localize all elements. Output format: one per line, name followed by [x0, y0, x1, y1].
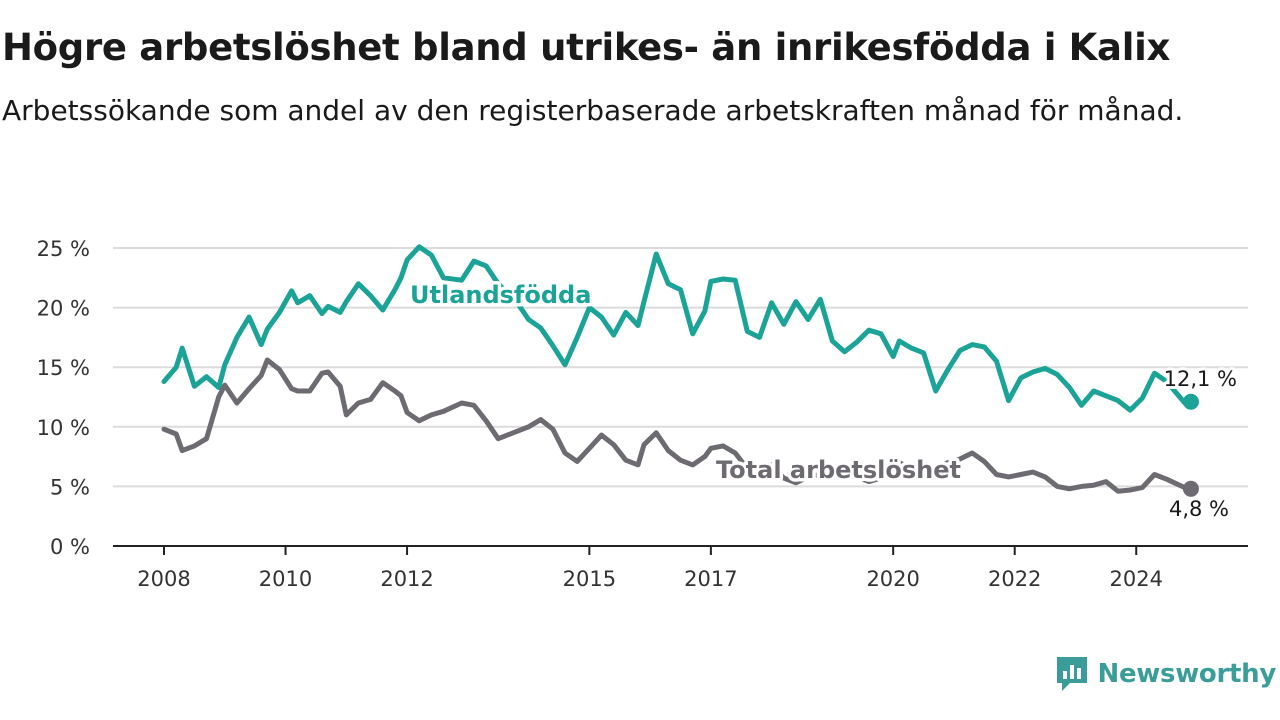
- y-tick-label: 20 %: [37, 297, 90, 321]
- x-tick-label: 2012: [380, 567, 433, 591]
- brand-name: Newsworthy: [1097, 659, 1277, 689]
- gridlines: [113, 247, 1248, 488]
- x-tick-label: 2010: [259, 567, 312, 591]
- x-tick-label: 2008: [137, 567, 190, 591]
- end-value-label: 4,8 %: [1169, 497, 1229, 521]
- y-tick-label: 15 %: [37, 356, 90, 380]
- y-tick-label: 10 %: [37, 416, 90, 440]
- series-lines: [161, 244, 1199, 497]
- chart-title: Högre arbetslöshet bland utrikes- än inr…: [2, 26, 1171, 69]
- series-label-utlandsfodda: Utlandsfödda: [410, 281, 591, 309]
- newsworthy-logo: Newsworthy: [1054, 654, 1276, 694]
- chart-subtitle: Arbetssökande som andel av den registerb…: [2, 94, 1184, 127]
- bar-chart-bubble-icon: [1056, 657, 1087, 691]
- series-label-total: Total arbetslöshet: [716, 456, 961, 484]
- series-line-utlandsfodda: [161, 244, 1194, 413]
- x-tick-label: 2024: [1110, 567, 1163, 591]
- x-tick-label: 2022: [988, 567, 1041, 591]
- x-tick-label: 2017: [684, 567, 737, 591]
- y-tick-label: 0 %: [50, 535, 90, 559]
- y-tick-label: 25 %: [37, 237, 90, 261]
- x-tick-label: 2020: [866, 567, 919, 591]
- end-value-label: 12,1 %: [1164, 367, 1237, 391]
- x-tick-label: 2015: [563, 567, 616, 591]
- series-labels: Utlandsfödda Total arbetslöshet 12,1 % 4,8 …: [407, 278, 1241, 525]
- y-tick-label: 5 %: [50, 475, 90, 499]
- x-axis: 2008 2010 2012 2015 2017 2020 2022 2024: [113, 545, 1248, 591]
- series-end-point: [1182, 393, 1199, 410]
- series-line-total: [161, 357, 1194, 494]
- series-end-point: [1182, 480, 1199, 497]
- y-axis-tick-labels: 0 % 5 % 10 % 15 % 20 % 25 %: [37, 237, 90, 559]
